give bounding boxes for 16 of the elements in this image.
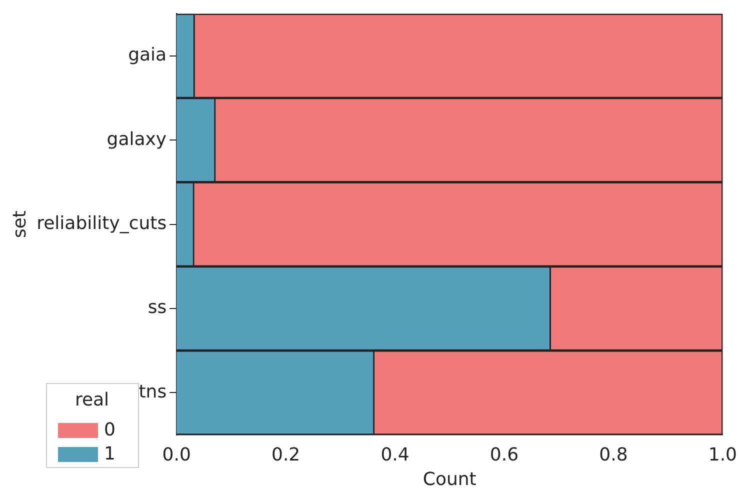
legend-title: real <box>74 390 110 411</box>
y-tick-label: tns <box>138 381 167 402</box>
y-tick-label: reliability_cuts <box>36 212 167 234</box>
x-tick-label: 0.8 <box>599 444 628 466</box>
y-tick-label: galaxy <box>106 128 167 150</box>
legend-label: 0 <box>104 420 116 441</box>
legend-label: 1 <box>104 444 116 465</box>
x-axis-title: Count <box>422 468 476 490</box>
x-tick-label: 0.4 <box>380 444 410 466</box>
x-tick-label: 1.0 <box>708 444 738 466</box>
y-tick-label: gaia <box>128 44 167 66</box>
x-tick-label: 0.2 <box>271 444 300 466</box>
x-tick-label: 0.6 <box>490 444 519 466</box>
x-tick-label: 0.0 <box>162 444 191 466</box>
y-axis-title: set <box>9 210 30 238</box>
y-tick-label: ss <box>148 297 167 318</box>
